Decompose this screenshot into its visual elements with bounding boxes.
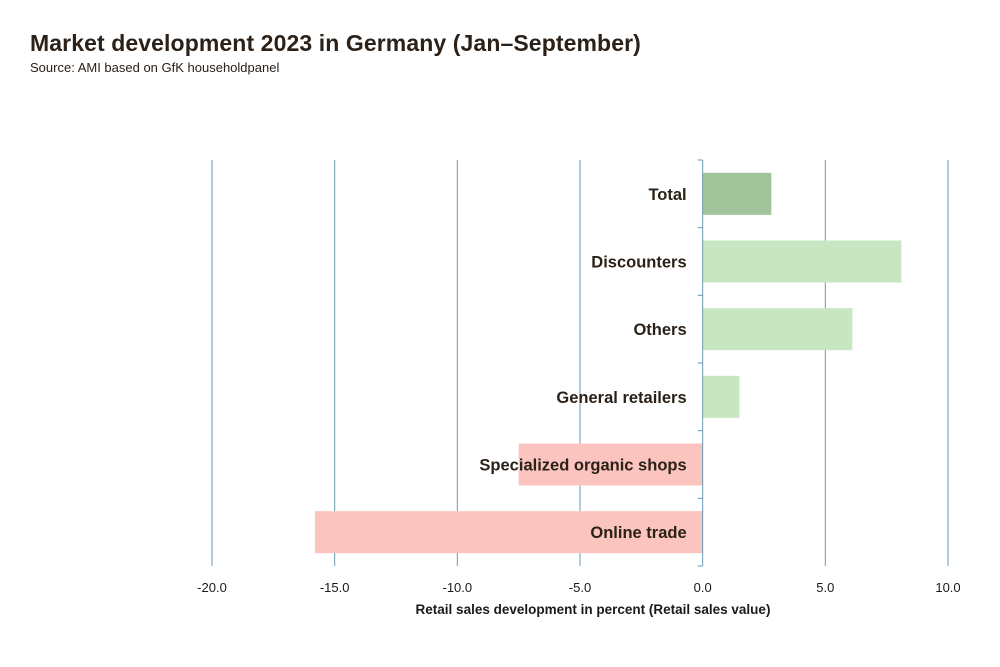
x-tick-label: 10.0 (935, 580, 960, 595)
x-axis-title: Retail sales development in percent (Ret… (416, 602, 771, 617)
category-label: Total (648, 186, 686, 204)
bar (315, 511, 703, 554)
category-label: Online trade (590, 524, 686, 542)
bar (702, 172, 772, 215)
category-label: Others (633, 321, 686, 339)
x-tick-label: -5.0 (569, 580, 591, 595)
x-tick-labels: -20.0 -15.0 -10.0 -5.0 0.0 5.0 10.0 (197, 580, 960, 595)
chart-title: Market development 2023 in Germany (Jan–… (30, 30, 641, 56)
grid-lines (211, 160, 949, 566)
category-label: General retailers (556, 389, 686, 407)
bars (315, 172, 902, 554)
x-tick-label: 0.0 (694, 580, 712, 595)
x-tick-label: -20.0 (197, 580, 227, 595)
bar (702, 308, 853, 351)
bar (702, 375, 740, 418)
category-label: Discounters (591, 254, 686, 272)
category-labels: Total Discounters Others General retailers S… (479, 186, 686, 542)
bar (702, 240, 902, 283)
category-label: Specialized organic shops (479, 457, 686, 475)
x-tick-label: -10.0 (443, 580, 473, 595)
zero-axis (697, 159, 704, 567)
x-tick-label: 5.0 (816, 580, 834, 595)
x-tick-label: -15.0 (320, 580, 350, 595)
bar (518, 443, 703, 486)
chart-subtitle: Source: AMI based on GfK householdpanel (30, 60, 280, 75)
